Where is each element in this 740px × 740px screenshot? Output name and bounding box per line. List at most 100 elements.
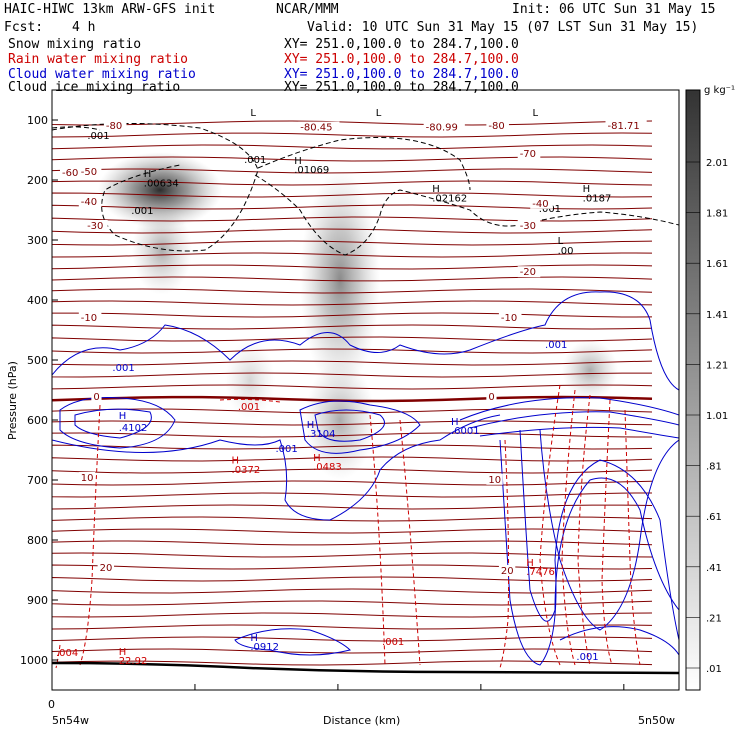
isotherm-5 [52, 180, 653, 186]
isotherm-8 [52, 216, 653, 222]
rain-left [79, 404, 101, 666]
isotherm-42 [52, 624, 653, 630]
annotation-33: .0483 [313, 462, 342, 473]
isotherm-38 [52, 576, 653, 582]
temp-label-bg-8 [78, 196, 102, 207]
colorbar-tick-label-1: 1.81 [706, 209, 728, 220]
annotation-32: H [313, 453, 321, 464]
fcst-label: Fcst: [4, 20, 44, 35]
x-axis-label: Distance (km) [323, 714, 400, 727]
annotation-16: L [533, 108, 539, 119]
cw-column-2 [519, 429, 679, 622]
colorbar-tick-label-7: .61 [706, 512, 722, 523]
isotherm-39 [52, 588, 653, 594]
cw-band-3 [479, 426, 679, 439]
temp-label-14: -10 [501, 313, 517, 324]
x-end-label: 5n50w [638, 714, 675, 727]
isotherm-45 [52, 660, 653, 666]
annotation-11: .0187 [583, 193, 612, 204]
legend-rain-xy: XY= 251.0,100.0 to 284.7,100.0 [284, 52, 519, 67]
annotation-21: H [307, 420, 315, 431]
annotation-19: H [119, 411, 127, 422]
isotherm-25 [52, 420, 653, 426]
isotherm-4 [52, 168, 653, 174]
isotherm-30 [52, 480, 653, 486]
colorbar-tick-label-8: .41 [706, 563, 722, 574]
legend-cloud-xy: XY= 251.0,100.0 to 284.7,100.0 [284, 67, 519, 82]
isotherm-31 [52, 492, 653, 498]
temp-label-bg-16 [486, 391, 497, 402]
isotherm-37 [52, 564, 653, 570]
temp-label-15: 0 [93, 392, 99, 403]
annotation-2: H [144, 169, 152, 180]
cw-contour-c [52, 414, 501, 521]
cloud-ice-contours [52, 122, 679, 256]
isotherm-13 [52, 276, 653, 282]
rain-column-2 [561, 389, 576, 666]
annotation-5: H [294, 156, 302, 167]
snow-blob-2-low [305, 360, 375, 480]
cw-column-1 [499, 439, 679, 666]
annotation-26: H [250, 633, 258, 644]
temp-label-bg-20 [498, 565, 516, 576]
ground-line [51, 661, 680, 675]
temp-label-3: -80 [488, 121, 504, 132]
annotation-36: .001 [382, 637, 404, 648]
temp-label-bg-2 [423, 121, 465, 133]
temp-label-bg-15 [91, 391, 102, 402]
isotherm-28 [52, 456, 653, 462]
isotherm-9 [52, 228, 653, 234]
colorbar-tick-label-10: .01 [706, 664, 722, 675]
cw-contour-a2 [74, 408, 152, 439]
annotation-18: .001 [545, 340, 567, 351]
temp-label-bg-4 [605, 119, 647, 131]
x-axis [51, 684, 625, 690]
annotation-15: L [376, 108, 382, 119]
annotation-22: .3104 [307, 429, 336, 440]
isotherm-26 [52, 432, 653, 438]
temp-label-bg-14 [498, 311, 522, 323]
y-tick-label-200: 200 [27, 174, 48, 187]
init-time: Init: 06 UTC Sun 31 May 15 [512, 2, 716, 17]
temp-label-11: -30 [520, 221, 536, 232]
y-tick-label-700: 700 [27, 474, 48, 487]
cw-contour-b [299, 400, 421, 454]
cw-low-right [559, 626, 679, 656]
isotherm-29 [52, 468, 653, 474]
legend-ice-xy: XY= 251.0,100.0 to 284.7,100.0 [284, 80, 519, 95]
rain-column-5 [624, 409, 641, 666]
annotation-6: .01069 [294, 165, 329, 176]
rain-mid-3 [399, 419, 421, 666]
y-axis-label: Pressure (hPa) [6, 361, 19, 440]
model-title: HAIC-HIWC 13km ARW-GFS init [4, 2, 216, 17]
annotation-10: H [583, 184, 591, 195]
colorbar-ticks: 2.01 1.81 1.61 1.41 1.21 1.01 .81 .61 .41 .21 .01 [686, 158, 728, 675]
rain-column-6 [499, 439, 510, 669]
isotherm-12 [52, 264, 653, 270]
annotation-14: L [250, 108, 256, 119]
isotherm-3 [52, 156, 653, 162]
x-zero-label: 0 [48, 698, 55, 711]
snow-blob-2 [300, 170, 380, 390]
isotherm-labels: -80 -80.45 -80.99 -80 -81.71 -70 -60 -50 -40 -40 -… [60, 119, 647, 577]
cw-column-3 [539, 429, 679, 631]
org-label: NCAR/MMM [276, 2, 339, 17]
isotherm-17 [52, 324, 653, 330]
isotherm-15 [52, 300, 653, 306]
temp-label-bg-13 [78, 311, 102, 323]
annotation-28: .001 [576, 652, 598, 663]
rain-mid-2 [369, 414, 386, 666]
temp-label-17: 10 [81, 473, 94, 484]
isotherm-40 [52, 600, 653, 606]
annotation-1: .001 [244, 155, 266, 166]
legend-ice-label: Cloud ice mixing ratio [8, 80, 181, 95]
temp-label-9: -40 [532, 199, 548, 210]
temp-label-bg-11 [517, 220, 541, 231]
rain-mid [219, 398, 281, 403]
temp-label-bg-12 [517, 266, 541, 278]
annotation-9: .001 [539, 204, 561, 215]
isotherm-2 [52, 144, 653, 150]
cw-band-2 [469, 411, 679, 429]
colorbar-unit: g kg⁻¹ [704, 85, 735, 96]
isotherm-41 [52, 612, 653, 618]
